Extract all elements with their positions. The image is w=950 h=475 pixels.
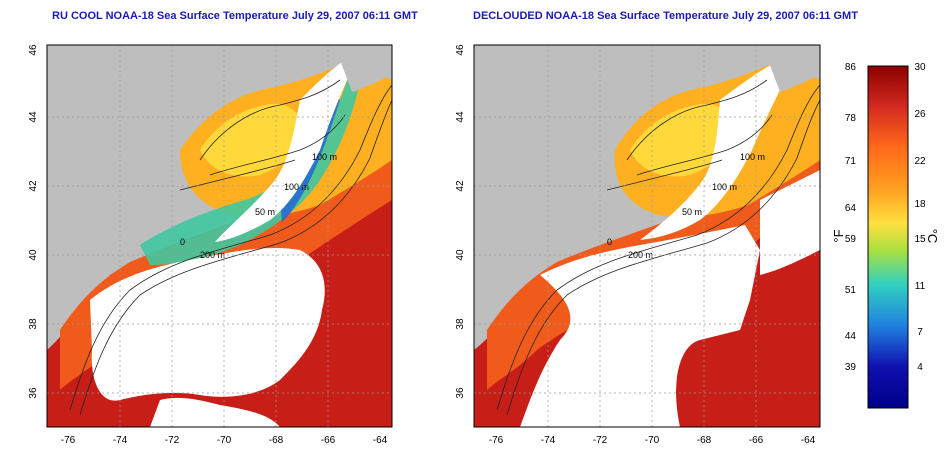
lon-tick: -70	[645, 435, 660, 446]
lat-tick: 44	[455, 111, 466, 123]
map-frame-left	[46, 44, 393, 428]
land-nova-scotia	[340, 45, 392, 92]
lon-tick: -74	[113, 435, 128, 446]
map-title-left: RU COOL NOAA-18 Sea Surface Temperature …	[52, 10, 418, 22]
c-tick: 18	[914, 199, 926, 210]
lat-tick: 46	[28, 44, 39, 56]
f-tick: 44	[845, 331, 857, 342]
c-tick: 30	[914, 62, 926, 73]
colorbar-gradient	[867, 65, 909, 409]
lat-tick: 42	[455, 180, 466, 192]
lat-tick: 42	[28, 180, 39, 192]
cloud-mask-north	[640, 60, 790, 240]
lat-tick: 38	[455, 318, 466, 330]
c-tick: 7	[917, 327, 923, 338]
lat-tick: 36	[455, 387, 466, 399]
lat-tick: 40	[28, 249, 39, 261]
graticule	[47, 45, 392, 427]
lon-axis-left: -76 -74 -72 -70 -68 -66 -64	[61, 435, 388, 446]
lon-tick: -66	[749, 435, 764, 446]
c-tick: 11	[915, 281, 926, 292]
ocean-sst-yellow	[630, 103, 735, 177]
contour-label: 100 m	[312, 152, 337, 162]
f-tick: 86	[845, 62, 857, 73]
lon-tick: -66	[321, 435, 336, 446]
lon-axis-right-map: -76 -74 -72 -70 -68 -66 -64	[489, 435, 816, 446]
c-tick: 15	[914, 234, 926, 245]
lon-tick: -64	[373, 435, 388, 446]
cloud-mask-north	[215, 60, 352, 242]
lat-axis-left: 46 44 42 40 38 36	[28, 44, 39, 399]
lat-tick: 46	[455, 44, 466, 56]
f-tick: 78	[845, 113, 857, 124]
contour-label: 100 m	[284, 182, 309, 192]
f-tick: 39	[845, 362, 857, 373]
celsius-unit-label: °C	[925, 229, 940, 244]
lon-tick: -72	[165, 435, 180, 446]
lat-tick: 40	[455, 249, 466, 261]
contour-label: 0	[180, 237, 185, 247]
map-title-right: DECLOUDED NOAA-18 Sea Surface Temperatur…	[473, 10, 858, 22]
f-tick: 64	[845, 203, 857, 214]
bathymetry-contours	[69, 79, 392, 416]
f-tick: 59	[845, 234, 857, 245]
f-tick: 71	[845, 156, 857, 167]
lon-tick: -74	[541, 435, 556, 446]
lat-tick: 36	[28, 387, 39, 399]
cloud-mask-south	[150, 397, 280, 427]
contour-label: 0	[607, 237, 612, 247]
ocean-sst-yellow	[200, 103, 305, 177]
lat-tick: 44	[28, 111, 39, 123]
map-frame-right	[473, 44, 821, 428]
c-tick: 26	[914, 109, 926, 120]
lon-tick: -76	[61, 435, 76, 446]
lon-tick: -72	[593, 435, 608, 446]
f-tick: 51	[845, 285, 857, 296]
colorbar: 86 78 71 64 59 51 44 39 30 26 22 18 15 1…	[831, 62, 940, 409]
map-panel-right: 100 m 100 m 50 m 200 m 0	[474, 45, 820, 427]
colorbar-celsius-ticks: 30 26 22 18 15 11 7 4	[914, 62, 926, 373]
lon-tick: -68	[269, 435, 284, 446]
lat-axis-right-map: 46 44 42 40 38 36	[455, 44, 466, 399]
lon-tick: -70	[217, 435, 232, 446]
bathymetry-contours	[496, 79, 820, 416]
c-tick: 22	[914, 156, 926, 167]
lat-tick: 38	[28, 318, 39, 330]
fahrenheit-unit-label: °F	[831, 229, 846, 242]
cloud-mask-east	[760, 170, 820, 275]
contour-label: 50 m	[682, 207, 702, 217]
contour-label: 100 m	[712, 182, 737, 192]
colorbar-fahrenheit-ticks: 86 78 71 64 59 51 44 39	[845, 62, 857, 373]
lon-tick: -68	[697, 435, 712, 446]
land-nova-scotia	[768, 45, 820, 92]
map-panel-left: 100 m 100 m 50 m 200 m 0	[47, 45, 392, 427]
contour-label: 50 m	[255, 207, 275, 217]
contour-label: 100 m	[740, 152, 765, 162]
lon-tick: -76	[489, 435, 504, 446]
lon-tick: -64	[801, 435, 816, 446]
c-tick: 4	[917, 362, 923, 373]
graticule	[474, 45, 820, 427]
